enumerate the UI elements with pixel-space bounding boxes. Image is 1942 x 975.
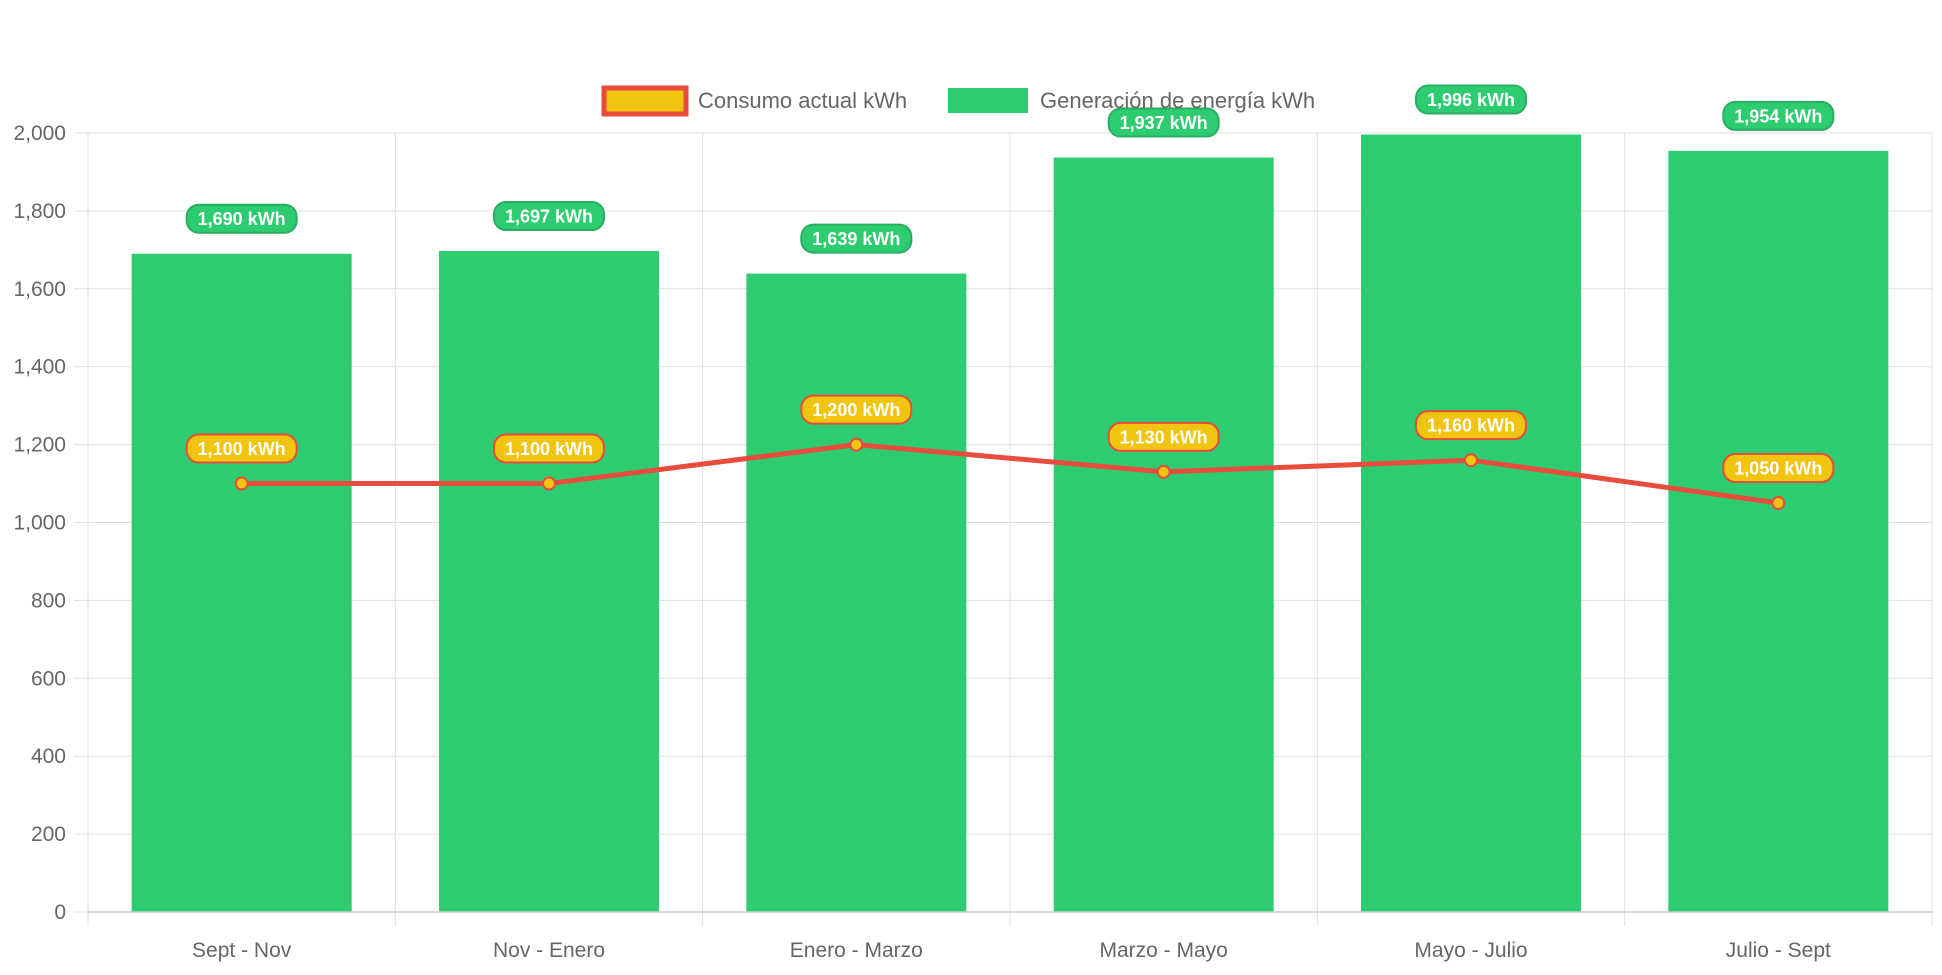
y-tick-label: 600 [31, 667, 66, 690]
bar-data-label: 1,996 kWh [1415, 84, 1527, 115]
bar-generacion[interactable] [1668, 150, 1889, 913]
bar-data-labels: 1,690 kWh 1,697 kWh 1,639 kWh 1,937 kWh 1,99… [185, 84, 1835, 254]
bar-data-label-text: 1,996 kWh [1427, 90, 1515, 110]
axes: 0 200 400 600 800 1,000 1,200 1,400 1,600 1,800 2,… [13, 122, 1932, 962]
bar-data-label: 1,937 kWh [1107, 107, 1220, 138]
bar-data-label-text: 1,697 kWh [505, 207, 593, 227]
line-data-label-bg [1722, 453, 1835, 484]
x-tick-label: Marzo - Mayo [1099, 939, 1227, 962]
bar-data-label-bg [1415, 84, 1527, 115]
bar-data-label-text: 1,639 kWh [812, 229, 900, 249]
y-tick-label: 800 [31, 589, 66, 612]
line-data-label-text: 1,050 kWh [1734, 459, 1822, 479]
x-tick-label: Nov - Enero [493, 939, 605, 962]
x-tick-label: Enero - Marzo [790, 939, 923, 962]
bar-data-label: 1,697 kWh [493, 201, 605, 232]
grid [74, 132, 1933, 926]
bar-data-label-bg [800, 223, 913, 254]
bar-generacion[interactable] [439, 251, 659, 912]
line-data-label: 1,130 kWh [1107, 421, 1220, 452]
x-tick-label: Mayo - Julio [1414, 939, 1527, 962]
line-data-label-bg [1107, 421, 1220, 452]
line-data-label-text: 1,160 kWh [1427, 416, 1515, 436]
line-data-label-text: 1,130 kWh [1120, 427, 1208, 447]
line-consumo [241, 442, 1779, 506]
line-data-label-bg [800, 394, 913, 425]
line-data-label-bg [185, 433, 298, 464]
line-data-label-text: 1,200 kWh [812, 400, 900, 420]
line-data-label-text: 1,100 kWh [505, 439, 593, 459]
y-tick-label: 400 [31, 745, 66, 768]
line-data-label: 1,160 kWh [1415, 410, 1527, 441]
line-point-consumo[interactable] [234, 476, 249, 491]
legend-swatch-consumo [601, 85, 689, 117]
line-point-consumo[interactable] [542, 476, 556, 491]
line-data-label: 1,100 kWh [185, 433, 298, 464]
bar-data-label-bg [1107, 107, 1220, 138]
bar-generacion[interactable] [1053, 157, 1274, 912]
y-tick-label: 1,800 [13, 200, 66, 223]
y-tick-label: 0 [54, 901, 66, 924]
x-tick-label: Sept - Nov [192, 939, 292, 962]
bar-data-label: 1,690 kWh [185, 203, 298, 234]
line-point-consumo[interactable] [1771, 496, 1786, 511]
bar-data-label-text: 1,954 kWh [1734, 106, 1822, 126]
legend[interactable]: Consumo actual kWh Generación de energía … [601, 85, 1315, 117]
y-tick-label: 1,400 [13, 356, 66, 379]
line-data-labels: 1,100 kWh 1,100 kWh 1,200 kWh 1,130 kWh 1,16… [185, 394, 1835, 484]
y-tick-label: 1,200 [13, 434, 66, 457]
line-point-consumo[interactable] [1156, 464, 1171, 479]
bar-generacion[interactable] [746, 273, 967, 912]
legend-item-consumo[interactable]: Consumo actual kWh [601, 85, 907, 117]
legend-label-generacion: Generación de energía kWh [1040, 88, 1315, 113]
line-point-consumo[interactable] [1464, 453, 1478, 468]
line-data-label-bg [493, 433, 605, 464]
bar-data-label: 1,954 kWh [1722, 100, 1835, 131]
line-series [234, 437, 1786, 511]
bar-generacion[interactable] [1361, 134, 1581, 913]
line-data-label-bg [1415, 410, 1527, 441]
line-data-label: 1,100 kWh [493, 433, 605, 464]
bar-data-label: 1,639 kWh [800, 223, 913, 254]
y-tick-label: 200 [31, 823, 66, 846]
line-data-label-text: 1,100 kWh [198, 439, 286, 459]
legend-swatch-generacion [948, 88, 1028, 113]
line-data-label: 1,050 kWh [1722, 453, 1835, 484]
x-tick-label: Julio - Sept [1726, 939, 1831, 962]
bar-data-label-bg [185, 203, 298, 234]
bar-data-label-bg [493, 201, 605, 232]
y-tick-label: 1,600 [13, 278, 66, 301]
bar-data-label-text: 1,937 kWh [1120, 113, 1208, 133]
bar-series [131, 134, 1889, 913]
bar-generacion[interactable] [131, 253, 352, 912]
y-tick-label: 2,000 [13, 122, 66, 145]
line-data-label: 1,200 kWh [800, 394, 913, 425]
bar-data-label-bg [1722, 100, 1835, 131]
line-point-consumo[interactable] [849, 437, 864, 452]
bar-data-label-text: 1,690 kWh [198, 209, 286, 229]
legend-item-generacion[interactable]: Generación de energía kWh [948, 88, 1315, 113]
y-tick-label: 1,000 [13, 512, 66, 535]
legend-label-consumo: Consumo actual kWh [698, 88, 907, 113]
